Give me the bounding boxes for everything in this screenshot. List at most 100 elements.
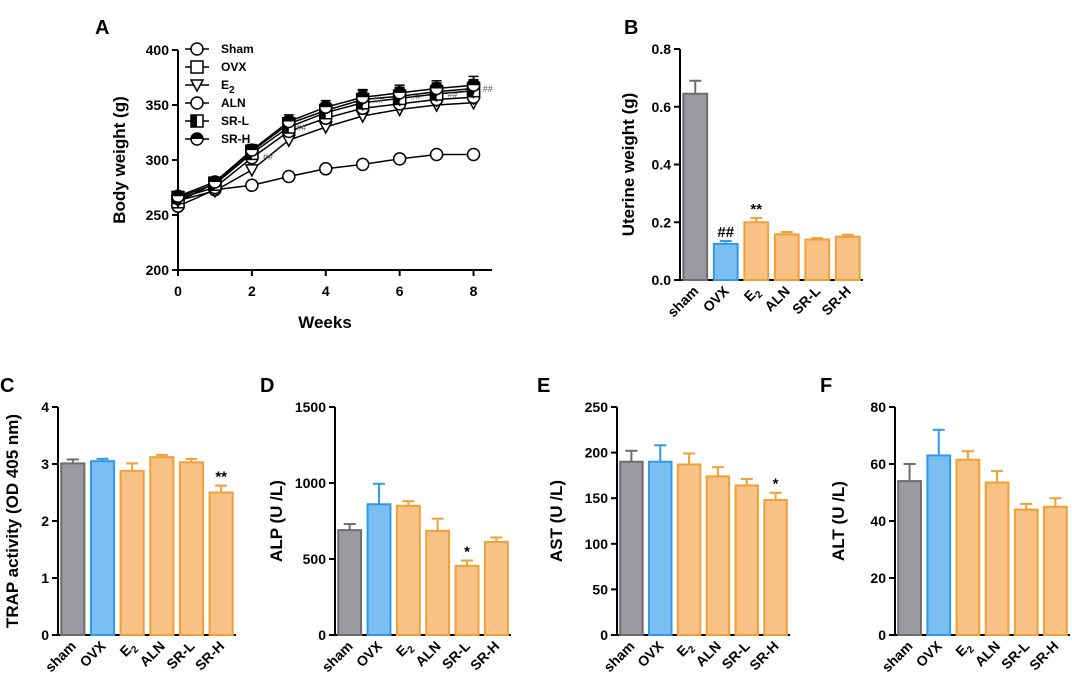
y-tick-label: 60 (870, 456, 886, 472)
data-point (189, 79, 205, 93)
bar-aln (149, 456, 175, 636)
x-tick-label: OVX (76, 637, 109, 670)
y-tick-label: 0 (318, 627, 326, 643)
y-tick-label: 250 (585, 399, 609, 415)
bar-aln (705, 475, 731, 637)
panel-a: A 200 250 300 350 400 Body weight (g) 0 2 4 6 8 Week… (95, 17, 493, 332)
bar-aln (425, 529, 451, 637)
y-tick-label: 0.8 (652, 41, 672, 57)
panel-label: B (624, 17, 638, 39)
bar-aln (984, 481, 1010, 636)
y-tick-label: 0.0 (652, 272, 672, 288)
legend-label: ALN (221, 96, 246, 110)
data-point-fill (191, 133, 203, 139)
y-tick-label: 0 (41, 627, 49, 643)
x-tick-label: OVX (700, 282, 733, 315)
data-point-fill (245, 144, 258, 151)
data-point (282, 169, 296, 184)
x-tick-label: OVX (353, 637, 386, 670)
bar-e (676, 463, 702, 636)
y-tick-label: 1000 (295, 475, 326, 491)
significance-mark: ## (448, 89, 458, 99)
legend-label: SR-H (221, 132, 250, 146)
y-tick-label: 0 (878, 627, 886, 643)
y-tick-label: 20 (870, 570, 886, 586)
y-tick-label: 80 (870, 399, 886, 415)
bar-sr-l (734, 484, 759, 636)
legend-label: E2 (221, 78, 235, 96)
data-point-fill (282, 115, 295, 122)
x-tick-label: sham (42, 638, 79, 675)
y-axis-title: TRAP activity (OD 405 nm) (3, 414, 22, 628)
data-point-fill (191, 115, 197, 127)
data-point (244, 164, 260, 178)
series-sr-h (171, 75, 481, 204)
x-tick-label: ALN (761, 283, 793, 315)
significance-mark: ** (215, 469, 227, 486)
x-tick-label: SR-L (439, 637, 474, 672)
data-point (245, 178, 259, 193)
x-tick-label: SR-H (1026, 638, 1062, 674)
significance-mark: ## (263, 152, 273, 162)
y-tick-label: 1500 (295, 399, 326, 415)
significance-mark: ## (483, 84, 493, 94)
data-point-fill (208, 176, 221, 182)
panel-label: C (0, 375, 14, 397)
bar-sr-h (834, 235, 861, 281)
y-axis-title: ALT (U /L) (829, 481, 848, 561)
x-tick-label: ALN (692, 638, 724, 670)
bar-sham (897, 480, 922, 636)
significance-mark: ## (296, 122, 306, 132)
bar-sham (337, 529, 363, 636)
legend-label: OVX (221, 60, 246, 74)
y-tick-label: 300 (146, 152, 170, 168)
bar-sham (682, 92, 709, 281)
bar-e (395, 504, 421, 636)
x-tick-label: 2 (248, 283, 256, 299)
bar-sr-h (483, 540, 509, 637)
significance-mark: * (464, 544, 470, 561)
x-tick-label: 6 (396, 283, 404, 299)
y-tick-label: 50 (592, 581, 608, 597)
data-point-fill (319, 101, 332, 108)
significance-mark: ## (411, 92, 421, 102)
data-point-fill (172, 190, 184, 197)
bar-sr-h (763, 499, 788, 636)
data-point-fill (430, 82, 443, 89)
bar-sham (619, 460, 644, 636)
y-tick-label: 400 (146, 42, 170, 58)
data-point-fill (467, 79, 480, 86)
x-tick-label: sham (600, 638, 637, 675)
y-tick-label: 350 (146, 97, 170, 113)
panel-label: D (260, 375, 274, 397)
panel-label: E (537, 375, 550, 397)
bar-e (955, 458, 981, 636)
x-tick-label: SR-L (718, 637, 753, 672)
x-tick-label: OVX (634, 637, 667, 670)
bar-ovx (89, 460, 116, 636)
y-tick-label: 150 (585, 490, 609, 506)
x-tick-label: SR-L (998, 637, 1033, 672)
y-tick-label: 200 (146, 262, 170, 278)
data-point-fill (393, 86, 406, 93)
bar-sham (60, 462, 86, 636)
data-point-fill (356, 91, 369, 98)
x-tick-label: ALN (412, 638, 444, 670)
y-tick-label: 0 (600, 627, 608, 643)
bar-sr-l (178, 461, 205, 637)
bar-ovx (648, 460, 673, 636)
x-tick-label: ALN (136, 638, 168, 670)
bar-sr-h (1043, 505, 1068, 636)
data-point (429, 147, 444, 162)
y-axis-title: Body weight (g) (110, 96, 129, 223)
y-tick-label: 0.2 (652, 214, 672, 230)
panel-label: A (95, 17, 109, 39)
y-axis-title: ALP (U /L) (267, 480, 286, 562)
legend-label: Sham (221, 42, 254, 56)
panel-label: F (820, 375, 832, 397)
data-point (190, 42, 204, 56)
